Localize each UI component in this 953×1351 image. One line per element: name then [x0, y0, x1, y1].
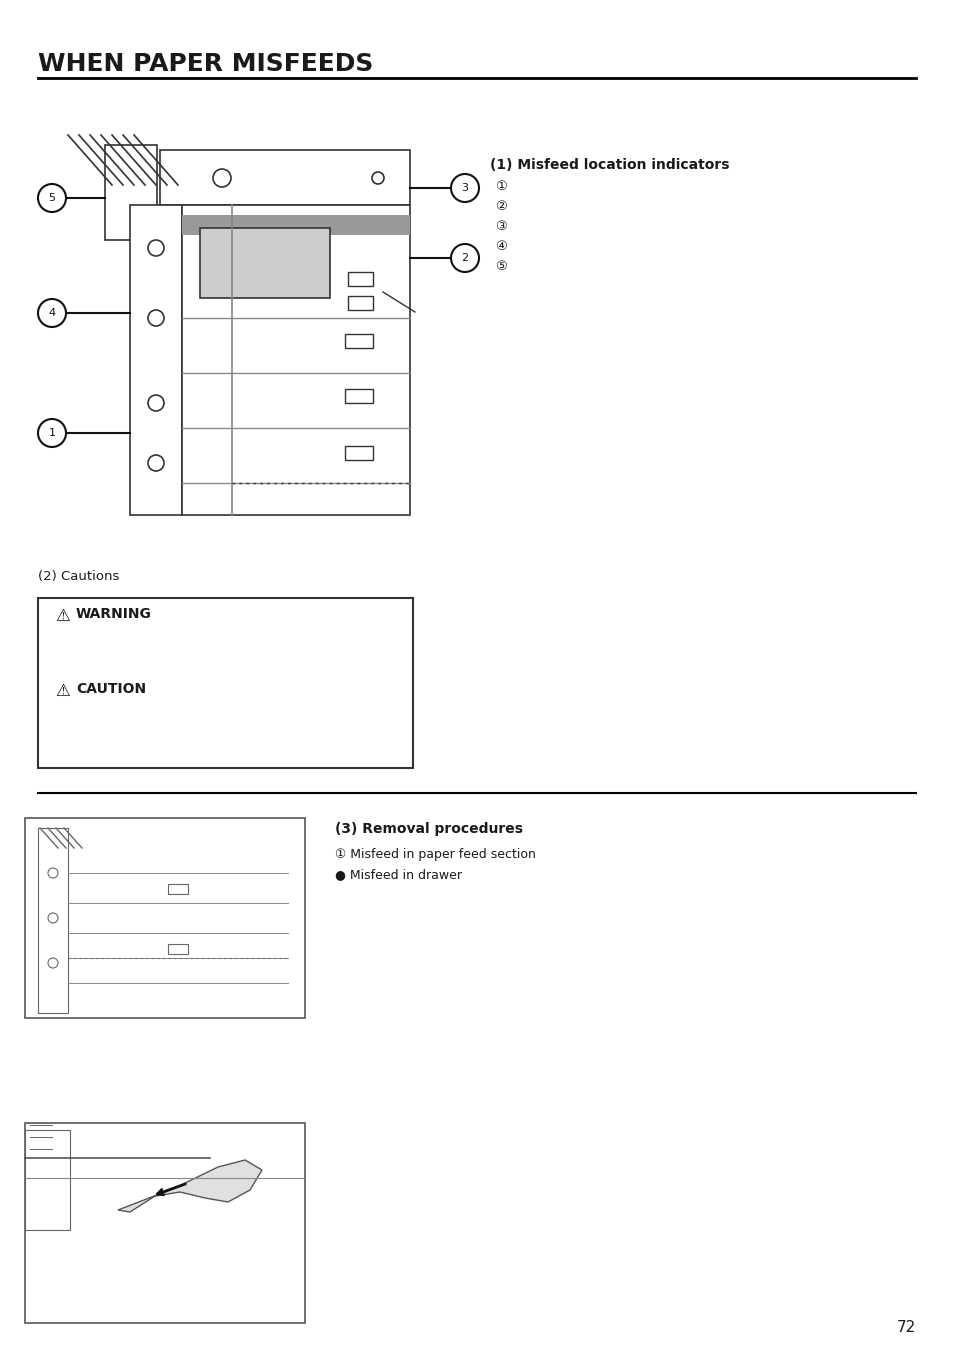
- FancyBboxPatch shape: [345, 389, 373, 403]
- Text: CAUTION: CAUTION: [76, 682, 146, 696]
- Text: ①: ①: [495, 180, 506, 193]
- Text: 4: 4: [49, 308, 55, 317]
- Text: 1: 1: [49, 428, 55, 438]
- FancyBboxPatch shape: [25, 1129, 70, 1229]
- FancyBboxPatch shape: [25, 1123, 305, 1323]
- Text: ⚠: ⚠: [55, 607, 70, 626]
- FancyBboxPatch shape: [182, 215, 410, 235]
- Text: WARNING: WARNING: [76, 607, 152, 621]
- Circle shape: [148, 309, 164, 326]
- Text: (3) Removal procedures: (3) Removal procedures: [335, 821, 522, 836]
- Text: ● Misfeed in drawer: ● Misfeed in drawer: [335, 867, 461, 881]
- Circle shape: [48, 958, 58, 969]
- Text: ① Misfeed in paper feed section: ① Misfeed in paper feed section: [335, 848, 536, 861]
- Text: ④: ④: [495, 240, 506, 253]
- Circle shape: [38, 184, 66, 212]
- Circle shape: [48, 867, 58, 878]
- Circle shape: [148, 240, 164, 255]
- Circle shape: [148, 394, 164, 411]
- Circle shape: [451, 245, 478, 272]
- Circle shape: [213, 169, 231, 186]
- Polygon shape: [118, 1161, 262, 1212]
- Text: ③: ③: [495, 220, 506, 232]
- Circle shape: [48, 913, 58, 923]
- Text: ⚠: ⚠: [55, 682, 70, 700]
- FancyBboxPatch shape: [25, 817, 305, 1019]
- FancyBboxPatch shape: [345, 334, 373, 349]
- FancyBboxPatch shape: [160, 150, 410, 205]
- FancyBboxPatch shape: [200, 228, 330, 299]
- FancyBboxPatch shape: [130, 205, 182, 515]
- Circle shape: [148, 455, 164, 471]
- Text: 5: 5: [49, 193, 55, 203]
- FancyBboxPatch shape: [38, 598, 413, 767]
- Text: 72: 72: [896, 1320, 915, 1335]
- FancyBboxPatch shape: [38, 828, 68, 1013]
- FancyBboxPatch shape: [105, 145, 157, 240]
- FancyBboxPatch shape: [345, 446, 373, 459]
- FancyBboxPatch shape: [348, 296, 373, 309]
- Text: (1) Misfeed location indicators: (1) Misfeed location indicators: [490, 158, 729, 172]
- Text: WHEN PAPER MISFEEDS: WHEN PAPER MISFEEDS: [38, 51, 373, 76]
- Text: 3: 3: [461, 182, 468, 193]
- Text: ②: ②: [495, 200, 506, 213]
- Circle shape: [372, 172, 384, 184]
- Circle shape: [451, 174, 478, 203]
- FancyBboxPatch shape: [348, 272, 373, 286]
- FancyBboxPatch shape: [168, 944, 188, 954]
- FancyBboxPatch shape: [182, 205, 410, 515]
- Circle shape: [38, 419, 66, 447]
- Text: ⑤: ⑤: [495, 259, 506, 273]
- Circle shape: [38, 299, 66, 327]
- Text: (2) Cautions: (2) Cautions: [38, 570, 119, 584]
- FancyBboxPatch shape: [168, 884, 188, 894]
- Text: 2: 2: [461, 253, 468, 263]
